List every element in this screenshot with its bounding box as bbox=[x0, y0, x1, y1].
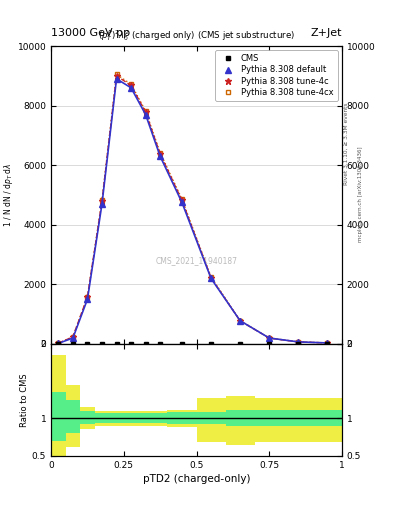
CMS bbox=[114, 341, 119, 347]
Pythia 8.308 tune-4c bbox=[143, 109, 148, 115]
Pythia 8.308 tune-4cx bbox=[158, 150, 163, 156]
Pythia 8.308 default bbox=[209, 275, 213, 282]
Pythia 8.308 default bbox=[267, 335, 272, 341]
Pythia 8.308 default bbox=[71, 335, 75, 341]
Pythia 8.308 tune-4c bbox=[209, 275, 213, 281]
Pythia 8.308 tune-4cx bbox=[71, 334, 75, 340]
Pythia 8.308 tune-4c bbox=[180, 197, 184, 203]
Pythia 8.308 tune-4cx bbox=[100, 197, 105, 203]
Pythia 8.308 default bbox=[100, 201, 105, 207]
Pythia 8.308 default bbox=[296, 339, 301, 345]
Pythia 8.308 tune-4c bbox=[238, 318, 242, 324]
Pythia 8.308 tune-4cx bbox=[114, 71, 119, 77]
CMS bbox=[325, 341, 330, 347]
Text: Z+Jet: Z+Jet bbox=[310, 28, 342, 38]
Line: CMS: CMS bbox=[56, 342, 330, 347]
Text: $(p_T^P)^2\lambda_0^2$ (charged only) (CMS jet substructure): $(p_T^P)^2\lambda_0^2$ (charged only) (C… bbox=[98, 28, 295, 43]
Pythia 8.308 tune-4cx bbox=[85, 294, 90, 300]
CMS bbox=[100, 341, 105, 347]
Line: Pythia 8.308 tune-4cx: Pythia 8.308 tune-4cx bbox=[56, 72, 330, 346]
CMS bbox=[296, 341, 301, 347]
Text: CMS_2021_11940187: CMS_2021_11940187 bbox=[156, 256, 237, 265]
Pythia 8.308 default bbox=[143, 112, 148, 118]
Text: Rivet 3.1.10, ≥ 3.3M events: Rivet 3.1.10, ≥ 3.3M events bbox=[344, 102, 349, 185]
Pythia 8.308 tune-4c bbox=[325, 340, 330, 346]
Pythia 8.308 tune-4cx bbox=[296, 339, 301, 345]
Pythia 8.308 default bbox=[180, 199, 184, 205]
CMS bbox=[56, 341, 61, 347]
Pythia 8.308 tune-4c bbox=[114, 73, 119, 79]
Line: Pythia 8.308 tune-4c: Pythia 8.308 tune-4c bbox=[55, 72, 331, 347]
Pythia 8.308 tune-4cx bbox=[56, 340, 61, 346]
CMS bbox=[180, 341, 184, 347]
Text: 13000 GeV pp: 13000 GeV pp bbox=[51, 28, 130, 38]
CMS bbox=[85, 341, 90, 347]
Pythia 8.308 default bbox=[238, 317, 242, 324]
Legend: CMS, Pythia 8.308 default, Pythia 8.308 tune-4c, Pythia 8.308 tune-4cx: CMS, Pythia 8.308 default, Pythia 8.308 … bbox=[215, 50, 338, 101]
CMS bbox=[129, 341, 134, 347]
Pythia 8.308 tune-4cx bbox=[238, 317, 242, 324]
Text: mcplots.cern.ch [arXiv:1306.3436]: mcplots.cern.ch [arXiv:1306.3436] bbox=[358, 147, 363, 242]
CMS bbox=[158, 341, 163, 347]
CMS bbox=[209, 341, 213, 347]
Pythia 8.308 default bbox=[129, 84, 134, 91]
Pythia 8.308 tune-4c bbox=[56, 340, 61, 346]
CMS bbox=[143, 341, 148, 347]
Pythia 8.308 tune-4c bbox=[71, 334, 75, 340]
Pythia 8.308 default bbox=[325, 340, 330, 346]
Pythia 8.308 tune-4cx bbox=[209, 274, 213, 280]
Line: Pythia 8.308 default: Pythia 8.308 default bbox=[55, 76, 330, 346]
CMS bbox=[71, 341, 75, 347]
Pythia 8.308 tune-4c bbox=[100, 198, 105, 204]
Pythia 8.308 tune-4c bbox=[129, 82, 134, 89]
Pythia 8.308 tune-4cx bbox=[180, 196, 184, 202]
Pythia 8.308 tune-4cx bbox=[143, 108, 148, 114]
Pythia 8.308 tune-4c bbox=[158, 151, 163, 157]
Y-axis label: Ratio to CMS: Ratio to CMS bbox=[20, 373, 29, 426]
Y-axis label: 1 / $\mathregular{N}$ d$\mathregular{N}$ / d$p_T$ d$\lambda$: 1 / $\mathregular{N}$ d$\mathregular{N}$… bbox=[2, 163, 15, 227]
CMS bbox=[267, 341, 272, 347]
Pythia 8.308 default bbox=[114, 76, 119, 82]
X-axis label: pTD2 (charged-only): pTD2 (charged-only) bbox=[143, 474, 250, 484]
Pythia 8.308 tune-4cx bbox=[129, 81, 134, 87]
Pythia 8.308 tune-4c bbox=[296, 339, 301, 345]
Pythia 8.308 tune-4cx bbox=[267, 335, 272, 341]
Pythia 8.308 default bbox=[158, 153, 163, 159]
CMS bbox=[238, 341, 242, 347]
Pythia 8.308 default bbox=[56, 340, 61, 347]
Pythia 8.308 tune-4cx bbox=[325, 340, 330, 346]
Pythia 8.308 tune-4c bbox=[267, 335, 272, 341]
Pythia 8.308 tune-4c bbox=[85, 294, 90, 300]
Pythia 8.308 default bbox=[85, 296, 90, 303]
